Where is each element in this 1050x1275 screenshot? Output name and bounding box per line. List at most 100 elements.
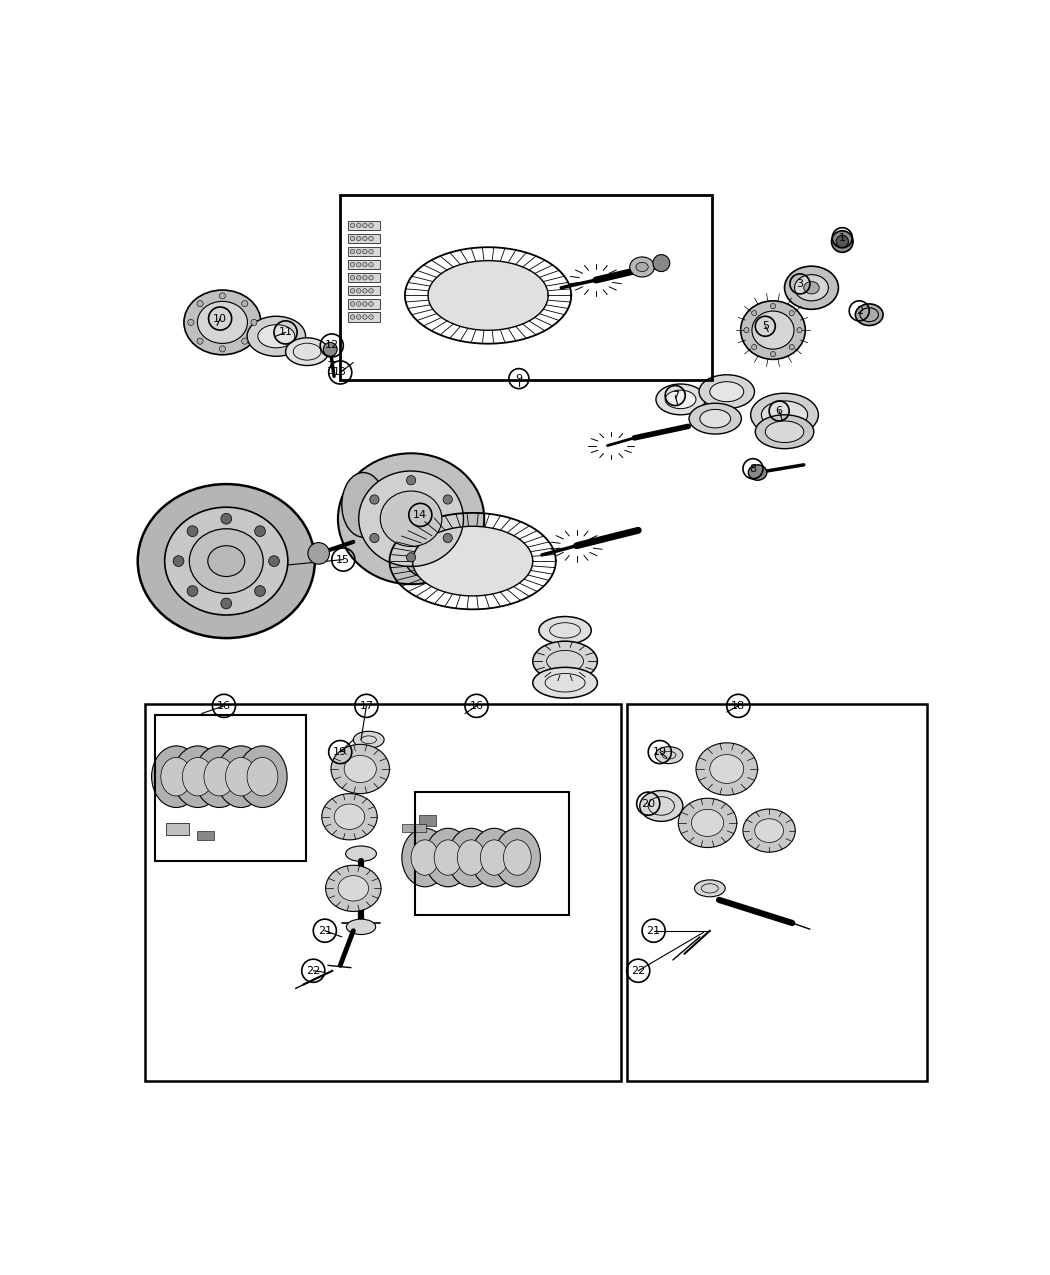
Circle shape	[362, 236, 368, 241]
Ellipse shape	[655, 747, 683, 764]
Circle shape	[197, 301, 204, 307]
Ellipse shape	[765, 421, 804, 442]
Text: 18: 18	[731, 701, 746, 711]
Circle shape	[369, 223, 374, 228]
Ellipse shape	[740, 301, 805, 360]
Ellipse shape	[247, 316, 306, 356]
Circle shape	[351, 315, 355, 319]
Ellipse shape	[359, 470, 463, 566]
Ellipse shape	[471, 829, 518, 887]
Ellipse shape	[694, 880, 726, 896]
Ellipse shape	[184, 289, 260, 354]
Circle shape	[797, 328, 802, 333]
Bar	[348, 260, 380, 269]
Ellipse shape	[197, 301, 248, 343]
Ellipse shape	[425, 829, 471, 887]
Circle shape	[443, 495, 453, 504]
Text: 19: 19	[653, 747, 667, 757]
Circle shape	[242, 301, 248, 307]
Ellipse shape	[342, 473, 385, 537]
Circle shape	[743, 328, 749, 333]
Ellipse shape	[138, 484, 315, 638]
Circle shape	[369, 315, 374, 319]
Circle shape	[242, 338, 248, 344]
Ellipse shape	[448, 829, 495, 887]
Ellipse shape	[413, 527, 532, 595]
Ellipse shape	[678, 798, 737, 848]
Bar	[340, 195, 712, 380]
Circle shape	[356, 315, 361, 319]
Ellipse shape	[749, 465, 766, 481]
Circle shape	[362, 249, 368, 254]
Circle shape	[369, 302, 374, 306]
Circle shape	[351, 236, 355, 241]
Ellipse shape	[321, 793, 377, 840]
Bar	[348, 247, 380, 256]
Circle shape	[269, 556, 279, 566]
Circle shape	[187, 585, 197, 597]
Ellipse shape	[344, 756, 376, 783]
Ellipse shape	[532, 667, 597, 699]
Ellipse shape	[326, 866, 381, 912]
Circle shape	[362, 223, 368, 228]
Text: 6: 6	[776, 405, 782, 416]
Ellipse shape	[428, 260, 548, 330]
Circle shape	[362, 315, 368, 319]
Bar	[627, 704, 927, 1081]
Ellipse shape	[752, 311, 794, 349]
Bar	[348, 273, 380, 282]
Circle shape	[752, 311, 757, 316]
Circle shape	[406, 476, 416, 484]
Circle shape	[369, 263, 374, 266]
Ellipse shape	[345, 847, 376, 862]
Text: 5: 5	[761, 321, 769, 332]
Circle shape	[251, 319, 257, 325]
Circle shape	[370, 495, 379, 504]
Ellipse shape	[208, 546, 245, 576]
Bar	[348, 286, 380, 296]
Ellipse shape	[151, 746, 201, 807]
Circle shape	[790, 344, 794, 349]
Ellipse shape	[338, 454, 484, 584]
Ellipse shape	[481, 840, 508, 875]
Ellipse shape	[380, 491, 442, 547]
Bar	[348, 300, 380, 309]
Ellipse shape	[539, 617, 591, 644]
Circle shape	[219, 293, 226, 298]
Ellipse shape	[656, 384, 706, 414]
Ellipse shape	[700, 409, 731, 428]
Ellipse shape	[784, 266, 839, 310]
Circle shape	[369, 249, 374, 254]
Circle shape	[356, 236, 361, 241]
Text: 8: 8	[750, 464, 756, 474]
Text: 16: 16	[469, 701, 483, 711]
Text: 22: 22	[307, 965, 320, 975]
Ellipse shape	[412, 840, 439, 875]
Text: 14: 14	[414, 510, 427, 520]
Bar	[197, 830, 214, 840]
Circle shape	[370, 533, 379, 543]
Bar	[348, 312, 380, 321]
Circle shape	[406, 552, 416, 562]
Ellipse shape	[710, 755, 743, 783]
Circle shape	[369, 275, 374, 280]
Bar	[155, 715, 306, 862]
Ellipse shape	[353, 732, 384, 748]
Circle shape	[187, 525, 197, 537]
Text: 21: 21	[318, 926, 332, 936]
Text: 10: 10	[213, 314, 227, 324]
Text: 20: 20	[642, 798, 655, 808]
Ellipse shape	[338, 876, 369, 901]
Circle shape	[443, 533, 453, 543]
Ellipse shape	[334, 805, 364, 830]
Ellipse shape	[331, 745, 390, 793]
Ellipse shape	[639, 790, 682, 821]
Ellipse shape	[630, 258, 654, 277]
Ellipse shape	[761, 400, 807, 428]
Circle shape	[752, 344, 757, 349]
Circle shape	[356, 223, 361, 228]
Bar	[415, 792, 569, 915]
Circle shape	[188, 319, 194, 325]
Ellipse shape	[755, 819, 783, 843]
Circle shape	[351, 288, 355, 293]
